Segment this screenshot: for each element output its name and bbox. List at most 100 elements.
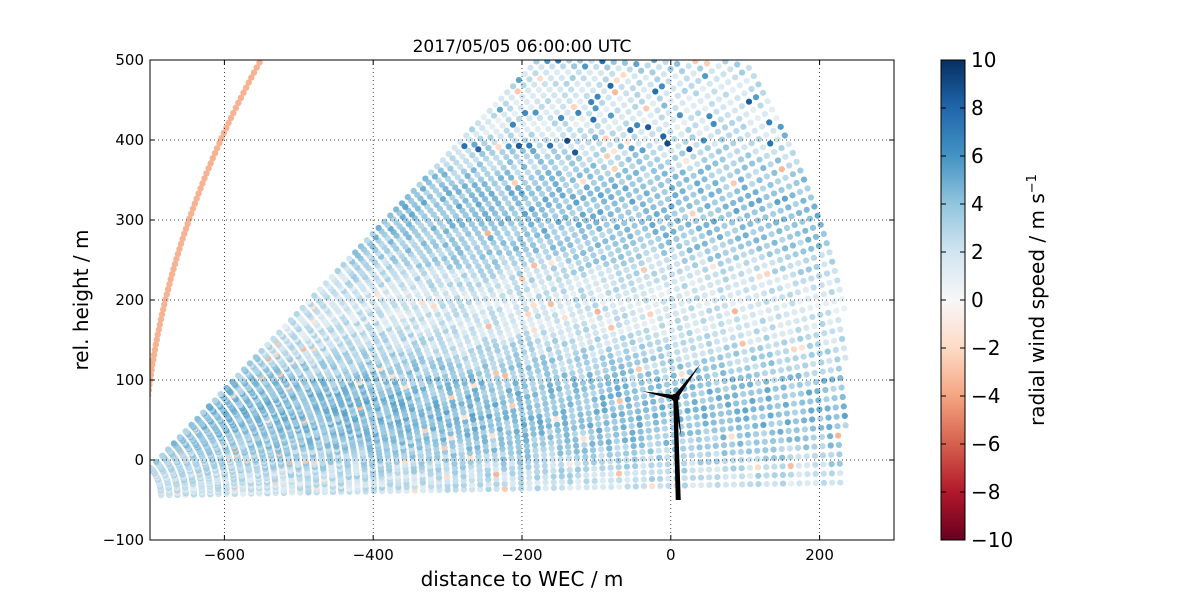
- data-point: [640, 483, 648, 490]
- data-point: [730, 384, 738, 391]
- data-point: [549, 451, 556, 458]
- data-point: [480, 239, 487, 246]
- data-point: [518, 174, 525, 181]
- data-point: [787, 462, 794, 470]
- data-point: [579, 211, 586, 218]
- data-point: [726, 132, 733, 139]
- data-point: [651, 60, 658, 64]
- data-point: [503, 414, 510, 421]
- data-point: [694, 243, 701, 251]
- data-point: [571, 63, 578, 70]
- data-point: [669, 365, 676, 372]
- data-point: [629, 429, 636, 436]
- data-point: [672, 192, 679, 199]
- data-point: [588, 268, 595, 275]
- data-point: [811, 322, 818, 330]
- data-point: [504, 424, 511, 431]
- data-point: [485, 200, 492, 207]
- data-point: [500, 339, 507, 346]
- data-point: [611, 337, 619, 344]
- data-point: [545, 274, 553, 282]
- data-point: [643, 249, 650, 256]
- data-point: [788, 480, 795, 487]
- data-point: [700, 214, 707, 221]
- data-point: [615, 65, 622, 72]
- data-point: [505, 143, 512, 150]
- data-point: [615, 172, 622, 179]
- data-point: [730, 457, 737, 464]
- data-point: [681, 460, 688, 467]
- data-point: [786, 445, 794, 452]
- data-point: [704, 300, 711, 307]
- data-point: [528, 277, 535, 284]
- data-point: [584, 305, 591, 312]
- data-point: [650, 246, 657, 253]
- data-point: [774, 178, 782, 185]
- data-point: [621, 102, 628, 109]
- data-point: [785, 320, 792, 327]
- data-point: [680, 452, 687, 460]
- data-point: [735, 416, 742, 423]
- data-point: [608, 273, 615, 280]
- data-point: [577, 335, 584, 342]
- data-point: [561, 230, 568, 237]
- data-point: [487, 268, 494, 275]
- data-point: [493, 481, 500, 488]
- data-point: [758, 353, 766, 360]
- data-point: [754, 456, 761, 463]
- data-point: [553, 271, 560, 278]
- data-point: [508, 205, 515, 212]
- data-point: [554, 380, 561, 387]
- data-point: [742, 356, 750, 364]
- data-point: [609, 234, 616, 241]
- data-point: [600, 164, 608, 171]
- data-point: [519, 343, 526, 350]
- data-point: [520, 300, 528, 307]
- data-point: [632, 151, 639, 159]
- data-point: [591, 471, 598, 478]
- data-point: [485, 323, 492, 330]
- data-point: [533, 287, 540, 295]
- data-point: [734, 61, 741, 68]
- data-point: [814, 212, 821, 219]
- data-point: [632, 469, 639, 477]
- data-point: [594, 336, 601, 343]
- data-point: [691, 399, 698, 406]
- data-point: [755, 301, 762, 308]
- data-point: [743, 77, 750, 84]
- data-point: [745, 240, 752, 247]
- data-point: [530, 386, 538, 393]
- data-point: [581, 447, 588, 454]
- data-point: [715, 346, 722, 353]
- data-point: [642, 135, 649, 142]
- data-point: [777, 123, 784, 130]
- data-point: [527, 409, 534, 416]
- data-point: [820, 479, 828, 486]
- data-point: [737, 448, 745, 455]
- data-point: [673, 285, 681, 292]
- data-point: [828, 289, 835, 296]
- data-point: [585, 262, 592, 269]
- data-point: [773, 219, 780, 226]
- data-point: [515, 142, 523, 149]
- data-point: [737, 196, 744, 203]
- data-point: [633, 270, 640, 277]
- data-point: [736, 216, 743, 223]
- data-point: [610, 148, 618, 155]
- data-point: [777, 322, 784, 329]
- data-point: [816, 350, 823, 357]
- data-point: [507, 159, 514, 166]
- data-point: [691, 352, 698, 359]
- data-point: [552, 312, 559, 319]
- data-point: [645, 371, 652, 378]
- data-point: [638, 260, 645, 267]
- data-point: [630, 263, 638, 270]
- data-point: [505, 429, 512, 436]
- data-point: [594, 185, 601, 193]
- data-point: [518, 190, 525, 197]
- data-point: [678, 332, 685, 339]
- data-point: [689, 474, 697, 481]
- data-point: [512, 245, 520, 252]
- data-point: [784, 419, 791, 426]
- data-point: [688, 305, 695, 312]
